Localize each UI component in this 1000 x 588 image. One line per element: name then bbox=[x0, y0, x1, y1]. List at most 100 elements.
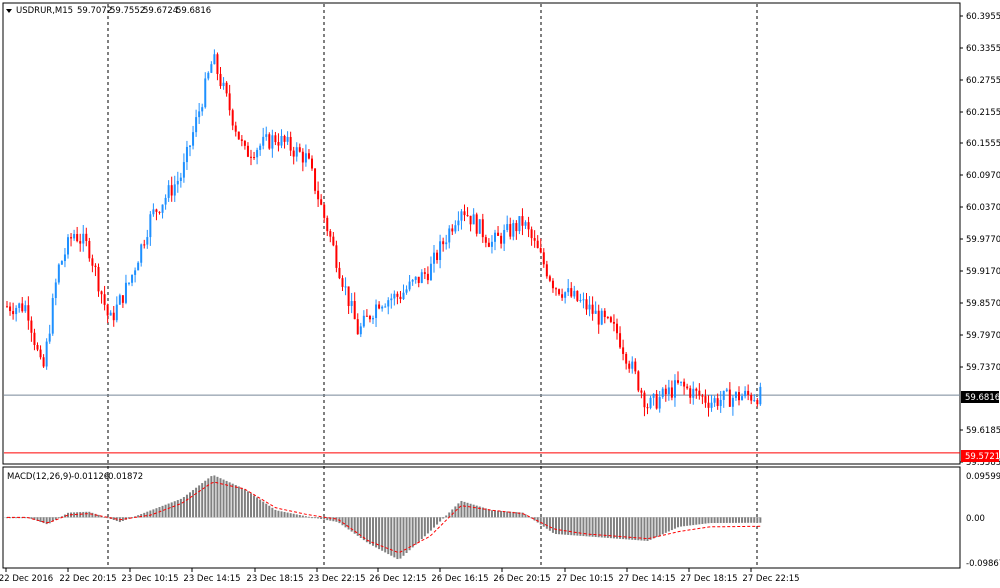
macd-scale-zero: 0.00 bbox=[966, 514, 985, 524]
alert-price-text: 59.5721 bbox=[965, 452, 1000, 462]
macd-bar bbox=[140, 514, 143, 518]
macd-bar bbox=[192, 490, 195, 518]
candle-bear bbox=[250, 156, 252, 158]
candle-bull bbox=[582, 299, 585, 301]
macd-bar bbox=[741, 517, 744, 523]
macd-bar bbox=[347, 517, 350, 530]
candle-bear bbox=[225, 82, 228, 94]
macd-bar bbox=[619, 517, 622, 539]
macd-bar bbox=[94, 513, 97, 518]
candle-bull bbox=[573, 290, 576, 297]
candle-bear bbox=[716, 398, 719, 406]
candle-bull bbox=[82, 233, 85, 244]
symbol-label: USDRUR,M15 bbox=[16, 6, 73, 16]
candle-bear bbox=[500, 235, 503, 244]
macd-bar bbox=[152, 509, 155, 518]
candle-bull bbox=[18, 303, 21, 308]
candle-bear bbox=[738, 392, 740, 401]
macd-bar bbox=[33, 517, 36, 520]
candle-bear bbox=[85, 233, 88, 241]
candle-bear bbox=[36, 344, 39, 350]
x-tick-label: 23 Dec 18:15 bbox=[246, 574, 303, 584]
candle-bull bbox=[73, 234, 76, 239]
candle-bull bbox=[207, 72, 210, 79]
macd-bar bbox=[460, 500, 463, 518]
chart-menu-triangle-icon[interactable] bbox=[6, 9, 12, 13]
candle-bear bbox=[219, 73, 222, 87]
macd-bar bbox=[704, 517, 707, 524]
macd-bar bbox=[454, 506, 457, 518]
chart-header: USDRUR,M15 59.7072 59.7552 59.6724 59.68… bbox=[6, 6, 211, 16]
macd-bar bbox=[368, 517, 371, 545]
y-tick-label: 59.9170 bbox=[966, 267, 1000, 277]
candle-bear bbox=[365, 315, 368, 317]
candle-bear bbox=[317, 190, 320, 200]
macd-bar bbox=[585, 517, 588, 537]
candle-bull bbox=[286, 136, 289, 142]
macd-bar bbox=[524, 514, 527, 518]
candle-bull bbox=[195, 117, 198, 133]
candle-bear bbox=[91, 258, 94, 266]
candle-bear bbox=[643, 392, 646, 408]
candle-bear bbox=[484, 237, 487, 243]
macd-bar bbox=[365, 517, 368, 543]
candle-bear bbox=[378, 304, 381, 309]
macd-bar bbox=[219, 478, 222, 518]
candle-bull bbox=[118, 295, 121, 305]
macd-bar bbox=[143, 512, 146, 518]
macd-bar bbox=[750, 517, 753, 523]
candle-bear bbox=[481, 219, 484, 238]
macd-bar bbox=[494, 510, 496, 518]
candle-bull bbox=[588, 304, 591, 310]
x-tick-label: 27 Dec 22:15 bbox=[742, 574, 799, 584]
candle-bear bbox=[277, 142, 280, 146]
macd-bar bbox=[240, 487, 243, 518]
macd-bar bbox=[378, 517, 381, 550]
candle-bull bbox=[167, 185, 170, 198]
candle-bull bbox=[673, 380, 676, 398]
candle-bull bbox=[51, 298, 54, 334]
macd-bar bbox=[481, 507, 484, 518]
candle-bear bbox=[646, 407, 649, 409]
macd-bar bbox=[713, 517, 716, 524]
macd-signal-value: -0.01872 bbox=[105, 472, 143, 482]
macd-bar bbox=[317, 517, 320, 519]
macd-bar bbox=[256, 497, 259, 518]
x-tick-label: 23 Dec 22:15 bbox=[308, 574, 365, 584]
candle-bull bbox=[439, 241, 442, 261]
macd-bar bbox=[182, 497, 185, 518]
candle-bull bbox=[429, 263, 432, 281]
macd-bar bbox=[216, 476, 219, 518]
candle-bear bbox=[585, 299, 588, 310]
candle-bull bbox=[164, 197, 167, 205]
candle-bull bbox=[692, 388, 695, 398]
candle-bear bbox=[368, 315, 371, 320]
candle-bear bbox=[423, 272, 426, 274]
macd-bar bbox=[24, 517, 27, 519]
candle-bear bbox=[750, 394, 753, 401]
candle-bull bbox=[146, 237, 149, 245]
macd-bar bbox=[277, 510, 280, 518]
macd-bar bbox=[759, 517, 762, 523]
macd-scale-top: 0.09599 bbox=[966, 472, 1000, 482]
macd-bar bbox=[36, 517, 39, 521]
macd-bar bbox=[387, 517, 390, 555]
macd-bar bbox=[579, 517, 582, 536]
candle-bull bbox=[128, 282, 130, 284]
candle-bull bbox=[381, 306, 384, 309]
macd-bar bbox=[411, 517, 414, 548]
candle-bear bbox=[640, 390, 643, 393]
macd-bar bbox=[597, 517, 600, 538]
macd-bar bbox=[576, 517, 579, 536]
candle-bear bbox=[356, 319, 359, 335]
candle-bear bbox=[353, 301, 356, 320]
macd-bar bbox=[167, 503, 170, 518]
macd-bar bbox=[536, 517, 539, 523]
candle-bear bbox=[88, 240, 91, 259]
y-tick-label: 59.7970 bbox=[966, 331, 1000, 341]
macd-bar bbox=[289, 513, 292, 518]
macd-bar bbox=[298, 514, 301, 518]
y-tick-label: 60.3355 bbox=[966, 44, 1000, 54]
candle-bear bbox=[664, 388, 667, 395]
macd-bar bbox=[689, 517, 692, 526]
